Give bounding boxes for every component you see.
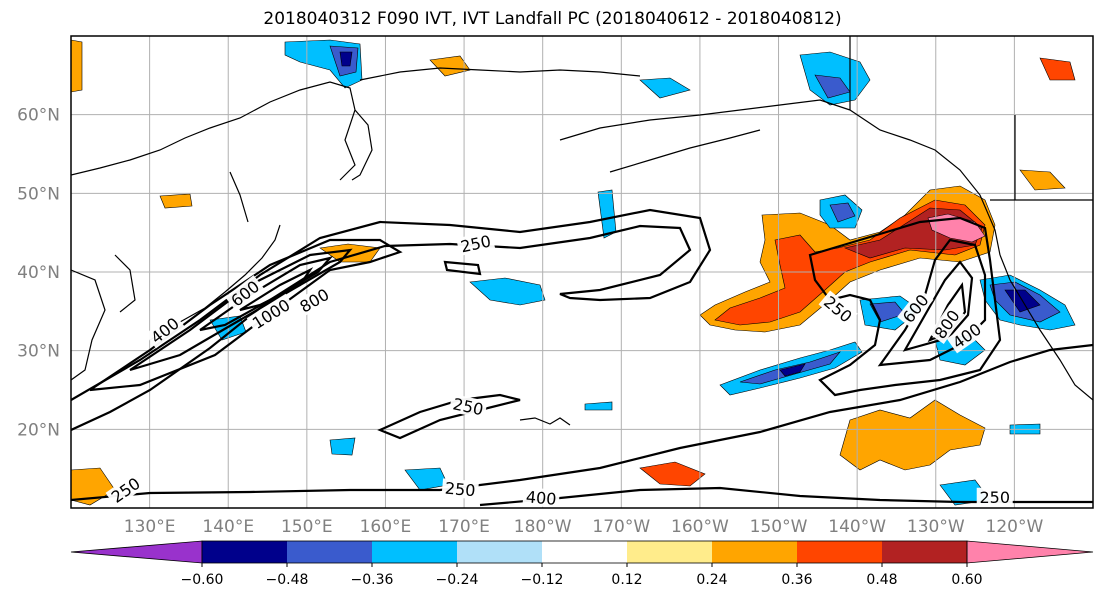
contour-600-jet — [129, 248, 353, 372]
latitude-labels: 20°N 30°N 40°N 50°N 60°N — [17, 106, 60, 441]
colorbar-bin-m036_m024 — [372, 541, 457, 563]
colorbar-label-1: −0.48 — [266, 572, 309, 588]
longitude-labels: 130°E 140°E 150°E 160°E 170°E 180°W 170°W 160°W… — [124, 517, 1044, 537]
contour-250-sub — [377, 393, 521, 440]
contour-400-jet — [89, 238, 403, 392]
lat-label-1: 30°N — [17, 342, 60, 362]
colorbar-outline — [201, 540, 968, 564]
colorbar-extend-min — [70, 540, 203, 564]
svg-text:250: 250 — [979, 488, 1010, 507]
colorbar-label-7: 0.36 — [781, 572, 812, 588]
lon-label-9: 140°W — [828, 517, 886, 537]
map-frame — [70, 35, 1094, 509]
coast-alaska-west — [559, 99, 851, 141]
colorbar-label-5: 0.12 — [611, 572, 642, 588]
contour-250-gulf — [808, 216, 1002, 397]
shade-neg-pac5 — [639, 77, 691, 99]
colorbar-label-0: −0.60 — [181, 572, 224, 588]
svg-text:250: 250 — [444, 479, 476, 501]
coast-asia-east — [71, 81, 356, 181]
coast-japan — [149, 224, 281, 341]
colorbar-extend-max — [966, 540, 1094, 564]
colorbar-bin-m024_m012 — [457, 541, 542, 563]
shade-pos-pink — [927, 213, 986, 243]
plot-title: 2018040312 F090 IVT, IVT Landfall PC (20… — [263, 9, 842, 29]
shade-neg-pac1 — [469, 277, 546, 306]
lon-label-5: 180°W — [514, 517, 572, 537]
contour-600-gulf — [902, 260, 974, 352]
shade-neg-pac6 — [329, 437, 356, 456]
colorbar-label-4: −0.12 — [521, 572, 564, 588]
lat-label-0: 20°N — [17, 420, 60, 440]
lon-label-2: 150°E — [281, 517, 333, 537]
colorbar-label-8: 0.48 — [866, 572, 897, 588]
shade-pos-west2 — [159, 193, 193, 209]
colorbar-label-2: −0.36 — [351, 572, 394, 588]
shade-pos-west1 — [71, 39, 83, 93]
contour-label-0: 250 — [456, 230, 496, 256]
coast-aleutians — [609, 129, 761, 173]
contour-250-small — [443, 260, 482, 276]
coast-north-america-west — [999, 254, 1093, 401]
lat-label-2: 40°N — [17, 263, 60, 283]
contour-250-south — [71, 343, 1093, 502]
colorbar-bin-m048_m036 — [287, 541, 372, 563]
coast-kamchatka — [351, 109, 373, 181]
colorbar-bin-p048_p060 — [882, 541, 967, 563]
contour-250-jet — [71, 208, 712, 431]
colorbar-label-9: 0.60 — [951, 572, 982, 588]
lon-label-3: 160°E — [360, 517, 412, 537]
colorbar-bin-m012_p012 — [542, 541, 627, 563]
colorbar-bin-p036_p048 — [797, 541, 882, 563]
coastlines — [71, 36, 1093, 426]
shade-pos-cluster-sub2 — [639, 461, 706, 487]
shade-neg-pac8 — [584, 401, 613, 411]
coast-china — [71, 269, 106, 381]
contour-label-2: 250 — [441, 478, 479, 500]
map-gridlines — [71, 36, 1093, 508]
contour-label-13: 250 — [976, 487, 1013, 507]
shade-neg-nw-dark — [339, 51, 353, 67]
lon-label-0: 130°E — [124, 517, 176, 537]
shade-pos-pac-nw2 — [1039, 57, 1076, 81]
contour-1000-jet — [239, 267, 314, 312]
coast-asia-north — [359, 67, 641, 81]
colorbar-bin-m060_m048 — [202, 541, 287, 563]
shade-pos-pac-nw3 — [1019, 169, 1066, 191]
shade-neg-gulf-core — [829, 202, 856, 223]
colorbar-label-3: −0.24 — [436, 572, 479, 588]
lon-label-6: 170°W — [592, 517, 650, 537]
colorbar-bin-p024_p036 — [712, 541, 797, 563]
coast-alaska-south — [849, 109, 1001, 256]
coast-hawaii — [519, 417, 571, 426]
lon-label-4: 170°E — [438, 517, 490, 537]
coast-korea — [114, 254, 136, 313]
coast-sakhalin — [229, 171, 249, 223]
lat-label-4: 60°N — [17, 106, 60, 126]
lon-label-10: 130°W — [907, 517, 965, 537]
colorbar-label-6: 0.24 — [696, 572, 727, 588]
contour-label-3: 400 — [522, 487, 560, 509]
lon-label-1: 140°E — [202, 517, 254, 537]
colorbar: −0.60 −0.48 −0.36 −0.24 −0.12 0.12 0.24 0.36 0.4… — [70, 540, 1094, 588]
lon-label-11: 120°W — [986, 517, 1044, 537]
shade-neg-sub-band-dark — [779, 363, 806, 377]
shade-pos-cluster-sub — [839, 399, 986, 471]
svg-text:400: 400 — [525, 487, 557, 509]
colorbar-bin-p012_p024 — [627, 541, 712, 563]
contour-label-1: 250 — [448, 393, 488, 419]
contour-400-south — [479, 486, 1093, 507]
lat-label-3: 50°N — [17, 184, 60, 204]
lon-label-8: 150°W — [750, 517, 808, 537]
lon-label-7: 160°W — [671, 517, 729, 537]
